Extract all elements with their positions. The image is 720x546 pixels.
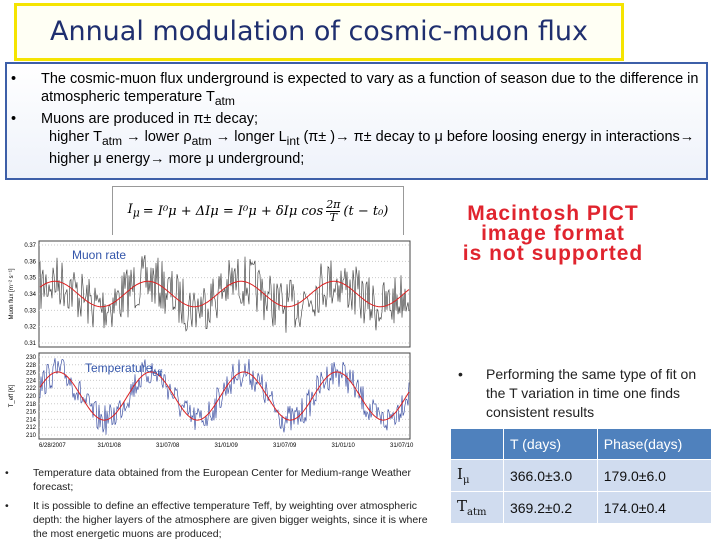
table-row: Iμ 366.0±3.0 179.0±6.0 bbox=[450, 459, 713, 492]
formula-lhs-symbol: I bbox=[127, 202, 133, 218]
muon-label: Muon rate bbox=[72, 248, 126, 262]
data-trace bbox=[39, 255, 410, 333]
data-trace bbox=[39, 358, 410, 435]
text-run: The cosmic-muon flux underground is expe… bbox=[41, 71, 699, 105]
formula-lhs: Iμ bbox=[128, 202, 140, 220]
missing-image-line: Macintosh PICT bbox=[467, 202, 639, 225]
slide-title: Annual modulation of cosmic-muon flux bbox=[14, 3, 624, 61]
intro-bullet: The cosmic-muon flux underground is expe… bbox=[11, 70, 700, 110]
fit-note: Performing the same type of fit on the T… bbox=[458, 365, 713, 422]
table-cell: 366.0±3.0 bbox=[502, 459, 598, 492]
y-tick-label: 0.31 bbox=[24, 341, 36, 347]
formula-body: = I⁰μ + ΔIμ = I⁰μ + δIμ cos bbox=[142, 203, 324, 219]
y-axis-title: T_eff [K] bbox=[9, 384, 15, 407]
y-tick-label: 214 bbox=[26, 417, 37, 423]
y-tick-label: 0.34 bbox=[24, 292, 36, 298]
subscript: atm bbox=[191, 133, 212, 148]
y-tick-label: 0.35 bbox=[24, 276, 36, 282]
x-tick-label: 6/28/2007 bbox=[39, 443, 66, 449]
table-cell: 174.0±0.4 bbox=[596, 491, 713, 524]
x-tick-label: 31/01/09 bbox=[215, 443, 239, 449]
y-tick-label: 0.33 bbox=[24, 308, 36, 314]
text-run: → lower ρ bbox=[122, 128, 192, 145]
fraction-den: T bbox=[329, 210, 337, 224]
y-tick-label: 226 bbox=[26, 371, 37, 377]
table-corner bbox=[450, 428, 504, 460]
y-tick-label: 216 bbox=[26, 410, 37, 416]
x-tick-label: 31/07/10 bbox=[390, 443, 414, 449]
subscript: atm bbox=[101, 133, 123, 148]
y-tick-label: 220 bbox=[26, 394, 37, 400]
y-tick-label: 212 bbox=[26, 425, 37, 431]
table-header-cell: T (days) bbox=[502, 428, 598, 460]
formula-lhs-sub: μ bbox=[132, 206, 140, 220]
y-tick-label: 0.37 bbox=[24, 243, 36, 249]
missing-image-line: image format bbox=[481, 222, 625, 245]
y-tick-label: 222 bbox=[26, 386, 37, 392]
plot-background bbox=[5, 235, 420, 457]
x-tick-label: 31/07/09 bbox=[273, 443, 297, 449]
table-header-row: T (days) Phase(days) bbox=[450, 428, 713, 460]
row-label-sub: atm bbox=[467, 507, 487, 518]
table-header-cell: Phase(days) bbox=[596, 428, 713, 460]
x-tick-label: 31/01/10 bbox=[332, 443, 356, 449]
flux-temperature-plot: 0.37 0.36 0.35 0.34 0.33 0.32 0.31 Muon flux [m… bbox=[5, 235, 420, 457]
note-bullet: It is possible to define an effective te… bbox=[5, 499, 445, 541]
intro-bullet: Muons are produced in π± decay; bbox=[11, 110, 700, 128]
missing-image: Macintosh PICT image format is not support… bbox=[418, 202, 688, 265]
row-label: Tatm bbox=[450, 491, 504, 524]
y-tick-label: 210 bbox=[26, 433, 37, 439]
subscript: atm bbox=[214, 93, 235, 108]
y-tick-label: 0.36 bbox=[24, 259, 36, 265]
table-cell: 369.2±0.2 bbox=[502, 491, 598, 524]
temp-label-text: Temperature bbox=[85, 361, 153, 375]
y-tick-label: 224 bbox=[26, 378, 37, 384]
temp-label: Temperatureeff bbox=[85, 361, 163, 378]
notes: Temperature data obtained from the Europ… bbox=[5, 466, 445, 546]
formula-fraction: 2π T bbox=[326, 197, 341, 224]
fit-curve bbox=[39, 280, 410, 308]
x-tick-label: 31/07/08 bbox=[156, 443, 180, 449]
y-tick-label: 228 bbox=[26, 363, 37, 369]
table-cell: 179.0±6.0 bbox=[596, 459, 713, 492]
text-run: (π± )→ π± decay to μ before loosing ener… bbox=[49, 128, 695, 167]
x-tick-label: 31/01/08 bbox=[98, 443, 122, 449]
text-run: → longer L bbox=[211, 128, 287, 145]
text-run: Muons are produced in π± decay; bbox=[41, 110, 259, 127]
row-label-symbol: I bbox=[457, 465, 463, 483]
fit-table: T (days) Phase(days) Iμ 366.0±3.0 179.0±6.0 T… bbox=[450, 428, 713, 524]
formula-arg: (t − t₀) bbox=[343, 203, 389, 219]
note-bullet: Temperature data obtained from the Europ… bbox=[5, 466, 445, 494]
fit-curve bbox=[39, 371, 410, 421]
formula: Iμ = I⁰μ + ΔIμ = I⁰μ + δIμ cos 2π T (t − … bbox=[112, 186, 404, 236]
subscript: int bbox=[286, 133, 300, 148]
missing-image-line: is not supported bbox=[462, 242, 644, 265]
fraction-num: 2π bbox=[326, 197, 341, 212]
y-tick-label: 230 bbox=[26, 355, 37, 361]
intro-box: The cosmic-muon flux underground is expe… bbox=[5, 62, 708, 180]
table-row: Tatm 369.2±0.2 174.0±0.4 bbox=[450, 491, 713, 524]
row-label: Iμ bbox=[450, 459, 504, 492]
fit-note-text: Performing the same type of fit on the T… bbox=[458, 365, 713, 422]
y-tick-label: 218 bbox=[26, 402, 37, 408]
row-label-symbol: T bbox=[457, 497, 468, 515]
row-label-sub: μ bbox=[462, 475, 470, 486]
y-tick-label: 0.32 bbox=[24, 325, 36, 331]
text-run: higher T bbox=[49, 128, 102, 145]
intro-continuation: higher Tatm → lower ρatm → longer Lint (… bbox=[11, 128, 700, 168]
y-axis-title: Muon flux [m⁻² s⁻¹] bbox=[9, 268, 15, 319]
temp-label-sub: eff bbox=[152, 368, 162, 378]
